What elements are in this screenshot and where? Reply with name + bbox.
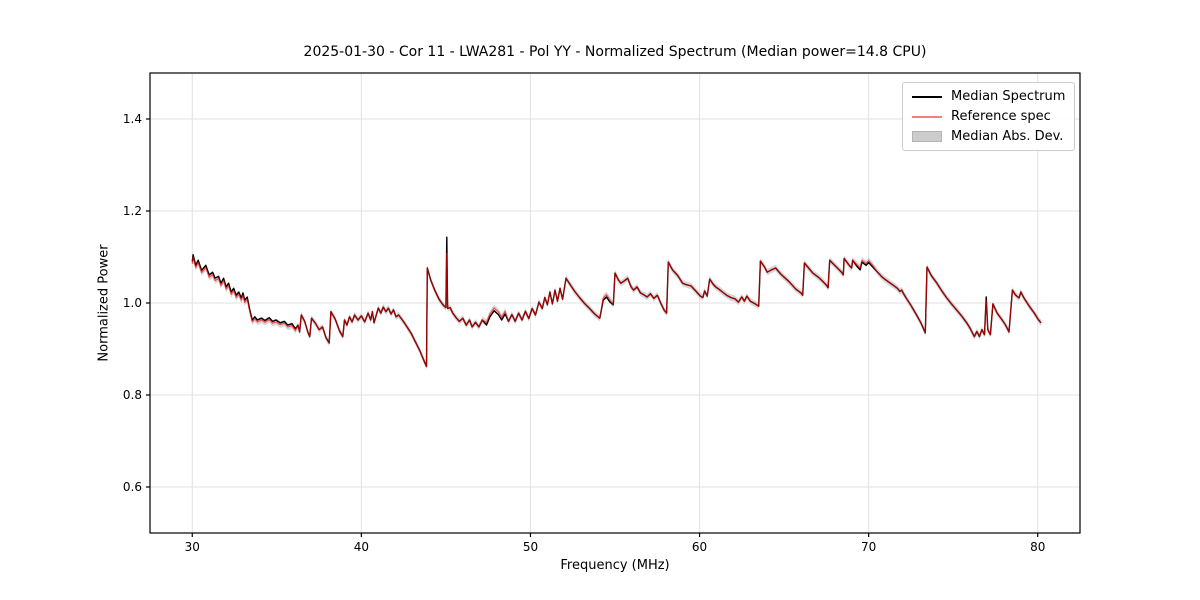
chart-title: 2025-01-30 - Cor 11 - LWA281 - Pol YY - … xyxy=(303,44,927,60)
x-tick-label: 70 xyxy=(861,540,876,554)
y-tick-label: 0.6 xyxy=(123,480,142,494)
x-tick-label: 40 xyxy=(354,540,369,554)
y-tick-label: 1.4 xyxy=(123,112,142,126)
legend-item-median-abs-dev: Median Abs. Dev. xyxy=(912,128,1066,145)
y-axis-label: Normalized Power xyxy=(96,244,112,362)
reference-spec-line xyxy=(191,252,1042,368)
legend-label: Reference spec xyxy=(951,109,1051,124)
x-tick-label: 80 xyxy=(1030,540,1045,554)
median-spectrum-polyline xyxy=(191,236,1042,368)
median-spectrum-line xyxy=(191,236,1042,368)
mad-band xyxy=(192,250,1042,370)
legend: Median Spectrum Reference spec Median Ab… xyxy=(902,82,1075,151)
y-tick-label: 1.2 xyxy=(123,204,142,218)
x-axis-label: Frequency (MHz) xyxy=(560,558,670,573)
legend-label: Median Abs. Dev. xyxy=(951,129,1064,144)
legend-label: Median Spectrum xyxy=(951,89,1066,104)
legend-item-reference-spec: Reference spec xyxy=(912,108,1066,125)
y-tick-label: 0.8 xyxy=(123,388,142,402)
reference-spec-polyline xyxy=(191,252,1042,368)
legend-item-median-spectrum: Median Spectrum xyxy=(912,88,1066,105)
mad-band-patch-swatch xyxy=(912,131,942,142)
axis-tick-labels: 30 40 50 60 70 80 0.6 0.8 1.0 1.2 1.4 xyxy=(123,112,1045,554)
reference-spec-line-swatch xyxy=(912,115,942,118)
x-tick-label: 50 xyxy=(523,540,538,554)
y-tick-label: 1.0 xyxy=(123,296,142,310)
x-tick-label: 60 xyxy=(692,540,707,554)
median-spectrum-line-swatch xyxy=(912,95,942,98)
axis-ticks xyxy=(146,118,1039,537)
x-tick-label: 30 xyxy=(185,540,200,554)
mad-band-polygon xyxy=(192,250,1042,370)
